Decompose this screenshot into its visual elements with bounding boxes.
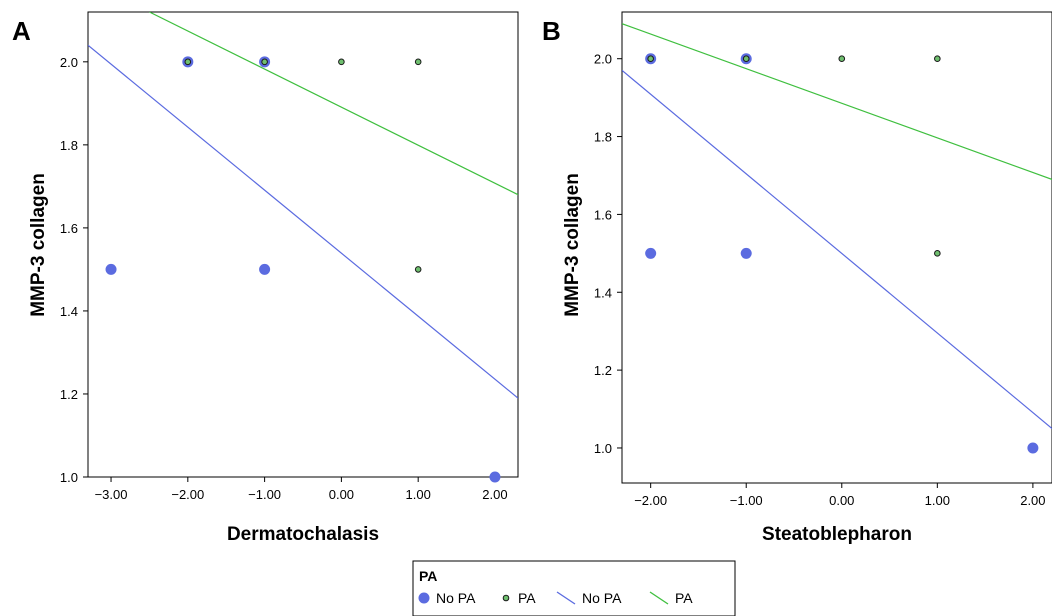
x-tick-label: 0.00	[829, 493, 854, 508]
y-axis-label: MMP-3 collagen	[28, 173, 49, 317]
point-no-pa	[259, 263, 271, 275]
y-tick-label: 1.6	[60, 221, 78, 236]
y-tick-label: 1.2	[594, 363, 612, 378]
plot-frame	[87, 11, 519, 478]
legend-item-label: No PA	[582, 590, 622, 606]
legend: PA No PA PA No PA PA	[412, 560, 736, 616]
x-tick-label: −3.00	[95, 487, 128, 502]
panel-letter: B	[542, 16, 561, 46]
y-tick-label: 1.0	[60, 470, 78, 485]
point-no-pa	[645, 247, 657, 259]
point-pa	[934, 250, 941, 257]
x-axis-label: Dermatochalasis	[227, 524, 379, 545]
y-tick-label: 1.4	[60, 304, 78, 319]
legend-item-label: No PA	[436, 590, 476, 606]
plot-frame	[621, 11, 1052, 484]
point-pa	[934, 55, 941, 63]
x-axis-label: Steatoblepharon	[762, 524, 912, 545]
x-tick-label: 1.00	[406, 487, 431, 502]
chart-panel-b: 1.0 1.2 1.4 1.6 1.8 2.0 −2.00 −1.00 0.00 1.00 2.00…	[542, 11, 1052, 545]
point-no-pa	[740, 247, 752, 259]
y-tick-label: 1.2	[60, 387, 78, 402]
y-tick-label: 2.0	[60, 55, 78, 70]
y-tick-label: 1.6	[594, 207, 612, 222]
y-tick-label: 1.8	[594, 130, 612, 145]
point-no-pa	[1027, 442, 1039, 454]
y-axis-label: MMP-3 collagen	[562, 173, 583, 317]
x-tick-label: 1.00	[925, 493, 950, 508]
point-pa	[338, 58, 345, 66]
legend-item-label: PA	[518, 590, 536, 606]
legend-title: PA	[419, 568, 437, 584]
x-tick-label: −2.00	[171, 487, 204, 502]
x-tick-label: −1.00	[248, 487, 281, 502]
chart-panel-a: 1.0 1.2 1.4 1.6 1.8 2.0 −3.00 −2.00 −1.00 0.00 1.0…	[12, 11, 519, 545]
point-pa	[742, 55, 750, 63]
y-tick-label: 1.4	[594, 285, 612, 300]
fit-line-pa	[149, 12, 518, 196]
legend-line-no-pa	[556, 591, 576, 605]
x-tick-label: −2.00	[634, 493, 667, 508]
x-tick-label: −1.00	[730, 493, 763, 508]
legend-marker-no-pa	[418, 592, 430, 604]
point-no-pa	[489, 471, 501, 483]
point-pa	[414, 266, 422, 273]
legend-item-label: PA	[675, 590, 693, 606]
fit-line-pa	[622, 23, 1052, 180]
x-tick-label: 0.00	[329, 487, 354, 502]
legend-line-pa	[649, 591, 669, 605]
legend-box	[412, 560, 736, 616]
point-pa	[647, 55, 654, 63]
point-pa	[414, 58, 422, 66]
fit-line-no-pa	[88, 44, 518, 399]
y-tick-label: 1.0	[594, 441, 612, 456]
point-pa	[261, 58, 268, 66]
point-no-pa	[105, 263, 117, 275]
panel-letter: A	[12, 16, 31, 46]
point-pa	[184, 58, 192, 66]
legend-marker-pa	[502, 594, 510, 602]
x-tick-label: 2.00	[1020, 493, 1045, 508]
x-tick-label: 2.00	[482, 487, 507, 502]
point-pa	[838, 55, 846, 63]
fit-line-no-pa	[622, 69, 1052, 429]
y-tick-label: 2.0	[594, 52, 612, 67]
y-tick-label: 1.8	[60, 138, 78, 153]
